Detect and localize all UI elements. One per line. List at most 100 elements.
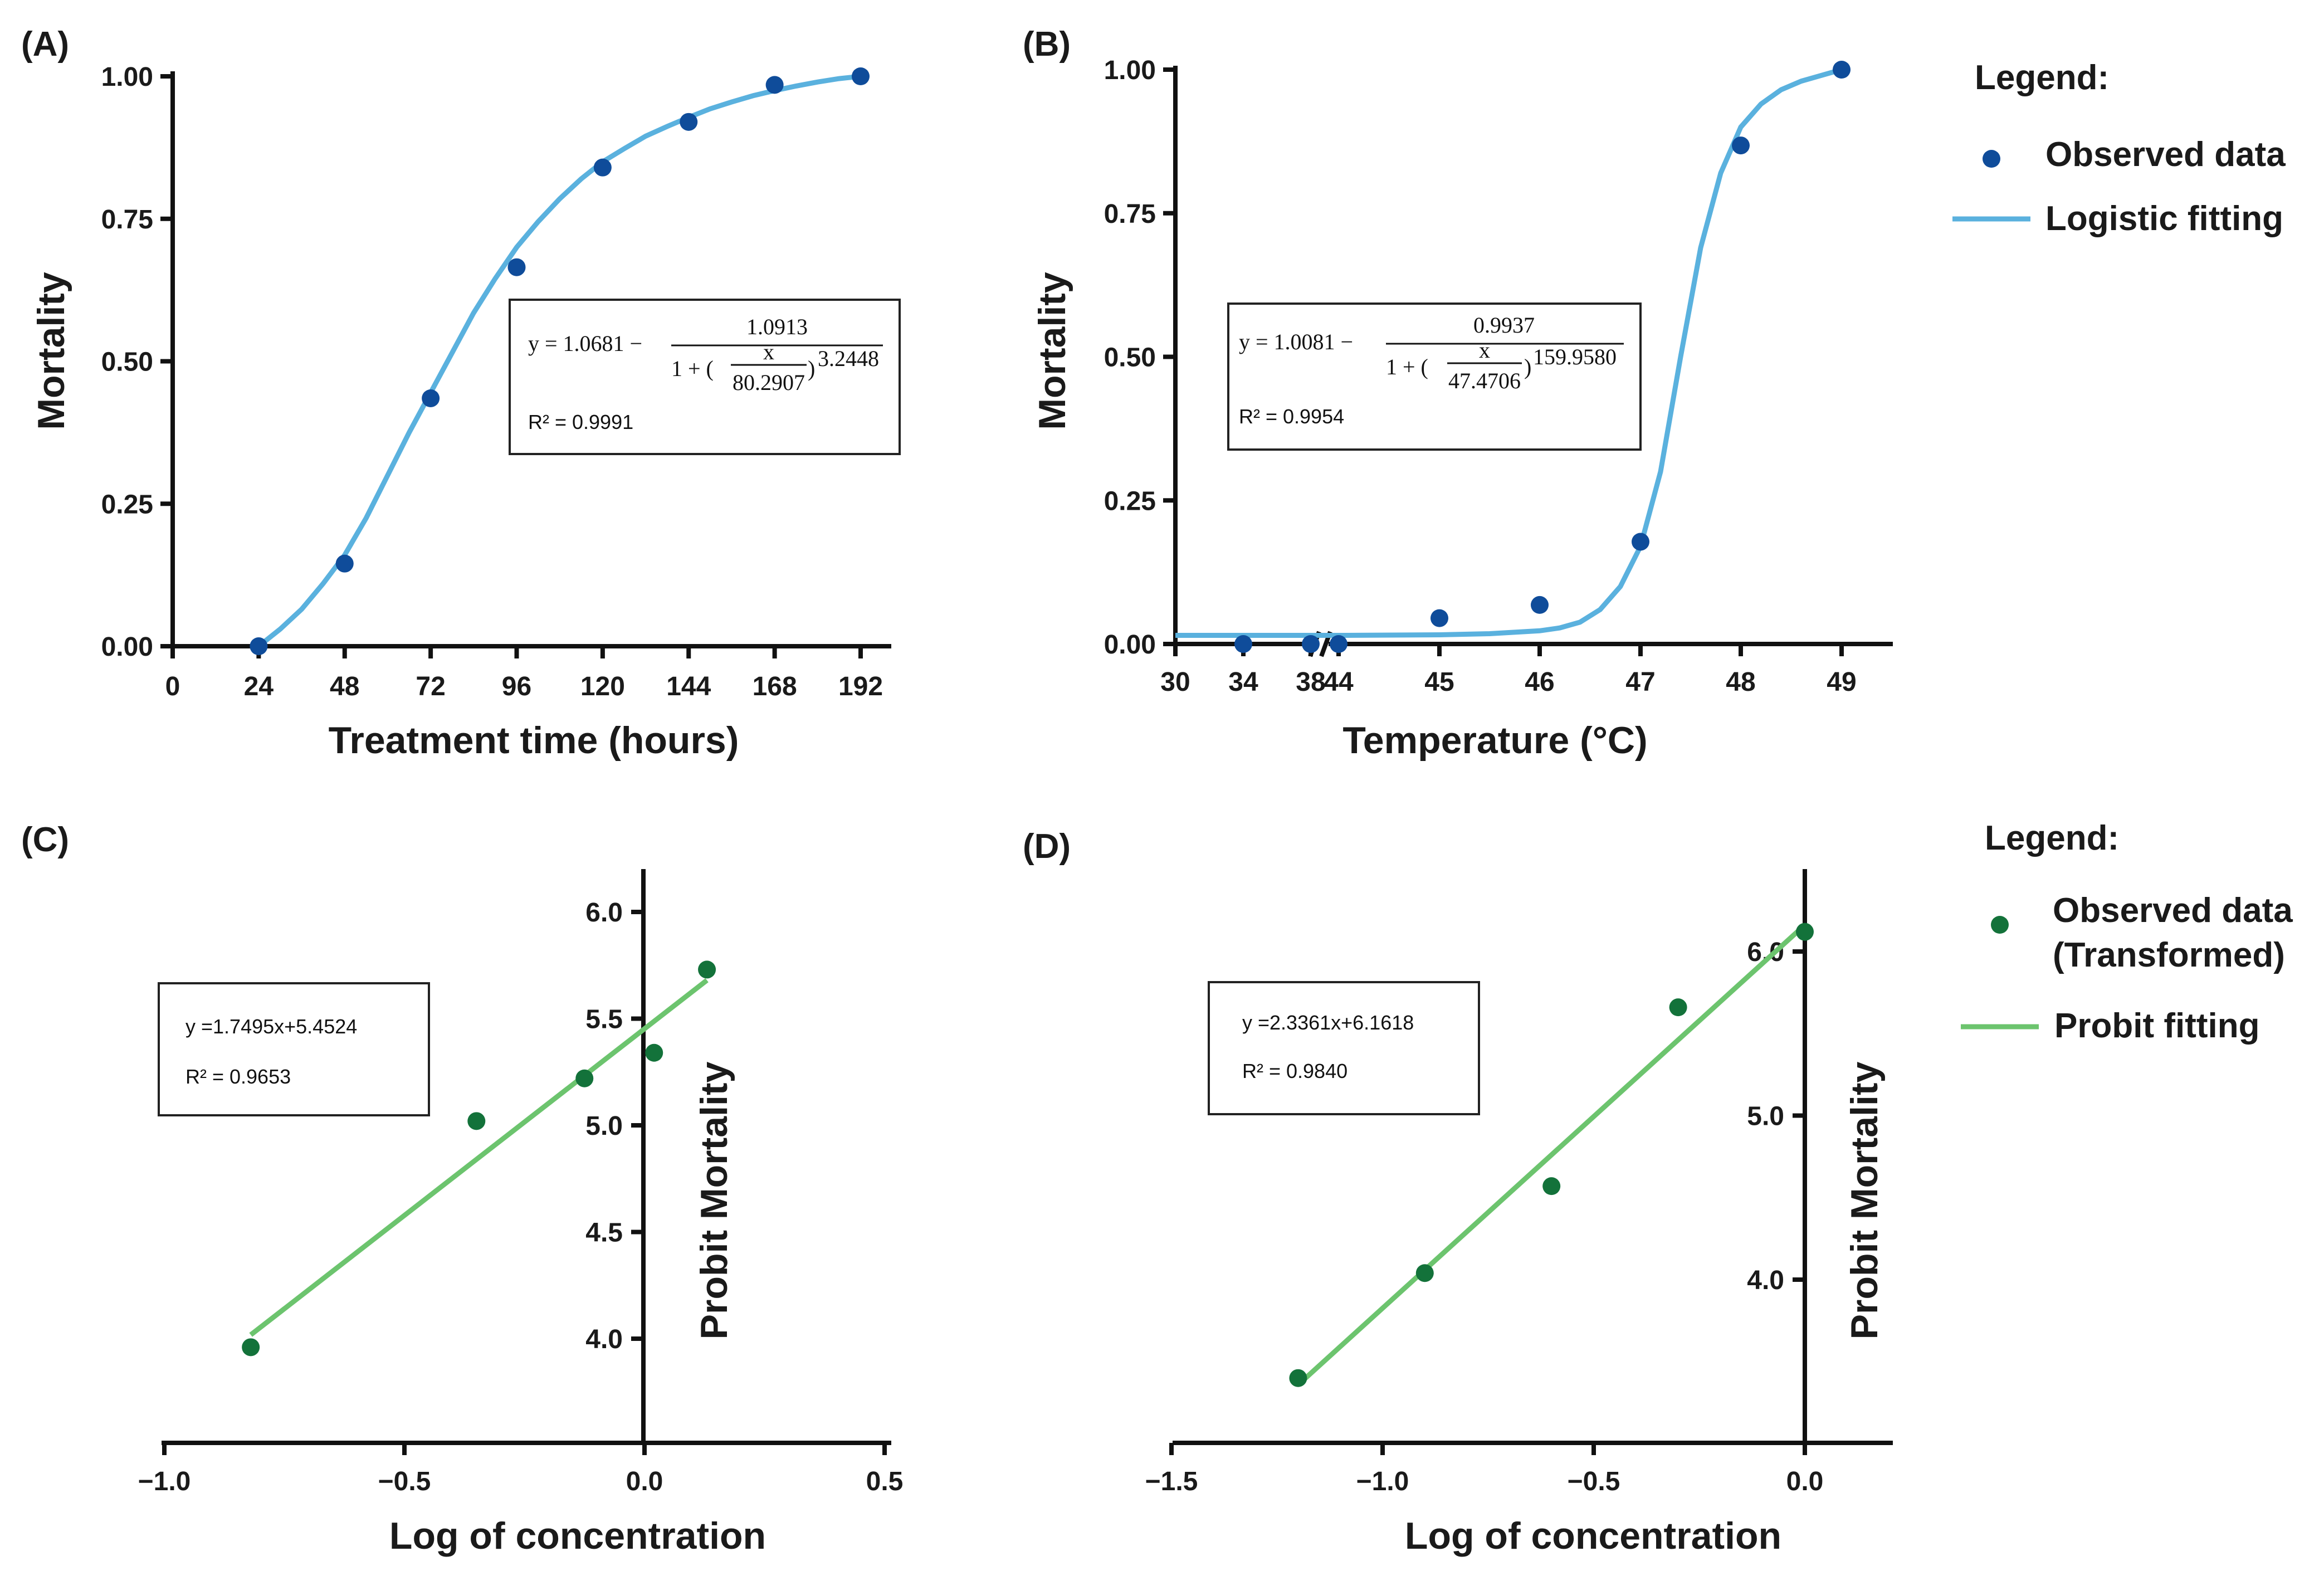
legend-top-observed-marker [1983, 150, 2000, 168]
panel-b-eq-x: x [1479, 338, 1490, 363]
panel-b-x-tick-label: 49 [1827, 667, 1856, 697]
panel-d: (D) 4.05.06.0 −1.5 −1.0 −0.5 0.0 Log of con… [1023, 827, 1893, 1557]
panel-b-x-tick-label: 45 [1424, 667, 1454, 697]
panel-a-x-label: Treatment time (hours) [329, 719, 739, 762]
panel-a-x-tick-label: 168 [753, 672, 797, 701]
panel-c-y-tick-label: 4.0 [585, 1325, 623, 1354]
panel-a-observed-point [335, 554, 354, 573]
panel-c-x-tick-label: −1.0 [138, 1467, 191, 1496]
panel-a-x-tick-label: 0 [165, 672, 180, 701]
panel-b-eq-exponent: 159.9580 [1533, 344, 1617, 369]
panel-d-equation-frame [1208, 981, 1480, 1115]
panel-a-equation-box: y = 1.0681 − 1.0913 1 + ( x 80.2907 ) 3.… [509, 299, 901, 455]
panel-a-x-tick-label: 96 [502, 672, 531, 701]
legend-top-logistic-label: Logistic fitting [2045, 199, 2283, 238]
panel-b-observed-point [1330, 635, 1347, 653]
panel-a-logistic-curve [257, 74, 861, 648]
panel-b-y-tick-label: 0.75 [1104, 199, 1156, 229]
panel-b-x-label: Temperature (°C) [1342, 719, 1647, 762]
panel-b-y-tick-label: 1.00 [1104, 56, 1156, 85]
panel-d-probit-line [1296, 923, 1807, 1387]
panel-c-y-ticks: 4.0 4.5 5.0 5.5 6.0 [585, 898, 643, 1354]
panel-a-observed-points [250, 67, 870, 655]
panel-a-x-tick-label: 48 [330, 672, 359, 701]
panel-c-x-label: Log of concentration [389, 1515, 766, 1557]
panel-a-equation-frame [509, 299, 901, 455]
panel-b-eq-numerator: 0.9937 [1473, 313, 1535, 338]
panel-c-y-tick-label: 4.5 [585, 1218, 623, 1248]
panel-c-y-tick-label: 5.0 [585, 1111, 623, 1141]
panel-b-r2: R² = 0.9954 [1239, 405, 1344, 428]
legend-top-observed-label: Observed data [2045, 135, 2286, 174]
panel-b-x-tick-label: 38 [1296, 667, 1325, 697]
panel-a-eq-x: x [763, 339, 774, 364]
panel-d-observed-point [1796, 923, 1814, 941]
panel-d-y-label: Probit Mortality [1843, 1061, 1886, 1339]
panel-d-x-tick-label: −0.5 [1568, 1467, 1620, 1496]
panel-a-x-ticks: 0 24 48 72 96 120 144 168 192 [165, 646, 883, 701]
panel-d-y-ticks: 4.05.06.0 [1747, 938, 1805, 1295]
panel-c-observed-point [645, 1043, 663, 1062]
panel-b-y-ticks: 0.00 0.25 0.50 0.75 1.00 [1104, 56, 1175, 660]
panel-c-y-tick-label: 6.0 [585, 898, 623, 928]
panel-d-observed-point [1289, 1369, 1307, 1387]
panel-a-x-tick-label: 192 [838, 672, 883, 701]
panel-b-observed-point [1234, 635, 1252, 653]
panel-b-observed-point [1632, 533, 1649, 551]
panel-b-x-tick-label: 30 [1160, 667, 1190, 697]
panel-a-eq-denom-suffix: ) [808, 356, 815, 381]
panel-c-x-tick-label: 0.0 [626, 1467, 663, 1496]
panel-a-y-tick-label: 0.25 [101, 490, 153, 519]
legend-bottom: Legend: Observed data (Transformed) Prob… [1961, 819, 2293, 1045]
panel-a-r2: R² = 0.9991 [528, 411, 633, 433]
panel-c-equation: y =1.7495x+5.4524 [185, 1015, 357, 1038]
legend-bottom-observed-label-2: (Transformed) [2053, 936, 2285, 974]
panel-c-observed-point [242, 1338, 260, 1357]
panel-b-y-tick-label: 0.50 [1104, 343, 1156, 373]
panel-d-r2: R² = 0.9840 [1242, 1060, 1347, 1082]
panel-a-eq-denom-prefix: 1 + ( [671, 356, 714, 381]
panel-b-observed-point [1430, 609, 1448, 627]
panel-a-y-tick-label: 0.75 [101, 205, 153, 235]
panel-d-equation-box: y =2.3361x+6.1618 R² = 0.9840 [1208, 981, 1480, 1115]
panel-c-y-label: Probit Mortality [693, 1061, 735, 1339]
panel-a-eq-inner-denominator: 80.2907 [733, 370, 805, 395]
panel-b-eq-denom-prefix: 1 + ( [1386, 354, 1428, 379]
panel-d-x-ticks: −1.5 −1.0 −0.5 0.0 [1145, 1443, 1824, 1496]
panel-a-x-tick-label: 24 [244, 672, 274, 701]
panel-a-observed-point [765, 76, 784, 94]
panel-a-x-tick-label: 120 [580, 672, 625, 701]
legend-top: Legend: Observed data Logistic fitting [1952, 58, 2286, 238]
panel-b-x-tick-label: 47 [1625, 667, 1655, 697]
panel-b-x-tick-label: 48 [1726, 667, 1755, 697]
panel-c-observed-points [242, 960, 716, 1357]
panel-c-label: (C) [21, 821, 69, 859]
panel-b-equation-box: y = 1.0081 − 0.9937 1 + ( x 47.4706 ) 15… [1227, 303, 1642, 451]
panel-c-x-tick-label: 0.5 [866, 1467, 904, 1496]
panel-a-eq-numerator: 1.0913 [746, 314, 808, 339]
legend-bottom-observed-label: Observed data [2053, 891, 2293, 930]
panel-a-y-tick-label: 0.00 [101, 632, 153, 662]
panel-c-observed-point [698, 960, 716, 979]
panel-a-y-label: Mortality [30, 272, 72, 430]
panel-b-observed-point [1302, 635, 1320, 653]
panel-d-x-tick-label: 0.0 [1786, 1467, 1824, 1496]
panel-a-observed-point [422, 389, 440, 407]
panel-c-equation-frame [158, 982, 430, 1116]
panel-d-x-tick-label: −1.0 [1356, 1467, 1409, 1496]
panel-d-x-tick-label: −1.5 [1145, 1467, 1198, 1496]
panel-b-y-label: Mortality [1031, 272, 1073, 430]
legend-bottom-title: Legend: [1985, 819, 2119, 857]
panel-b-eq-inner-denominator: 47.4706 [1448, 368, 1521, 393]
panel-a-observed-point [250, 637, 268, 655]
panel-a-y-ticks: 0.00 0.25 0.50 0.75 1.00 [101, 62, 173, 662]
panel-a-observed-point [680, 113, 698, 131]
legend-bottom-observed-marker [1991, 916, 2009, 934]
panel-b-observed-points [1234, 61, 1851, 653]
panel-b-label: (B) [1023, 25, 1071, 64]
panel-b-observed-point [1833, 61, 1851, 79]
panel-b-x-tick-label: 46 [1525, 667, 1554, 697]
